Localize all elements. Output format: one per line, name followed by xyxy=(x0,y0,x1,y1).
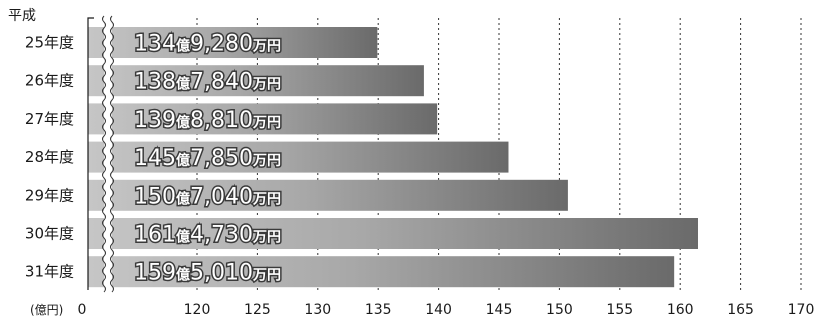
category-label: 26年度 xyxy=(25,72,74,90)
x-tick-label: 160 xyxy=(667,302,694,318)
bar-25年度 xyxy=(88,27,378,58)
axis-break-wave xyxy=(102,15,106,293)
bar-27年度 xyxy=(88,103,438,135)
x-tick-label: 165 xyxy=(727,302,754,318)
y-axis-line xyxy=(87,17,94,290)
data-label: 138億7,840万円 xyxy=(134,70,281,95)
x-tick-label: 155 xyxy=(606,302,633,318)
x-tick-label: 140 xyxy=(425,302,452,318)
x-tick-label: 125 xyxy=(244,302,271,318)
bar-29年度 xyxy=(88,179,568,211)
x-tick-label: 120 xyxy=(184,302,211,318)
category-label: 29年度 xyxy=(25,186,74,204)
unit-label: (億円) xyxy=(30,303,63,317)
category-label: 31年度 xyxy=(25,263,74,281)
x-tick-label: 150 xyxy=(546,302,573,318)
era-label: 平成 xyxy=(8,8,36,24)
data-label: 139億8,810万円 xyxy=(134,108,281,133)
category-label: 28年度 xyxy=(25,148,74,166)
axis-break-wave xyxy=(110,15,114,293)
category-label: 27年度 xyxy=(25,110,74,128)
bar-31年度 xyxy=(88,256,675,288)
bar-28年度 xyxy=(88,141,509,173)
x-tick-label: 170 xyxy=(788,302,815,318)
x-tick-label: 130 xyxy=(304,302,331,318)
category-label: 30年度 xyxy=(25,225,74,243)
data-label: 134億9,280万円 xyxy=(134,32,281,57)
bar-26年度 xyxy=(88,65,424,97)
data-label: 145億7,850万円 xyxy=(134,146,281,171)
x-tick-label: 145 xyxy=(486,302,513,318)
axis-break-gap xyxy=(104,16,112,292)
x-tick-label: 135 xyxy=(365,302,392,318)
category-label: 25年度 xyxy=(25,34,74,52)
data-label: 159億5,010万円 xyxy=(134,261,281,286)
data-label: 161億4,730万円 xyxy=(134,223,281,248)
bar-30年度 xyxy=(88,218,698,249)
data-label: 150億7,040万円 xyxy=(134,184,281,209)
x-tick-label: 0 xyxy=(78,302,87,318)
